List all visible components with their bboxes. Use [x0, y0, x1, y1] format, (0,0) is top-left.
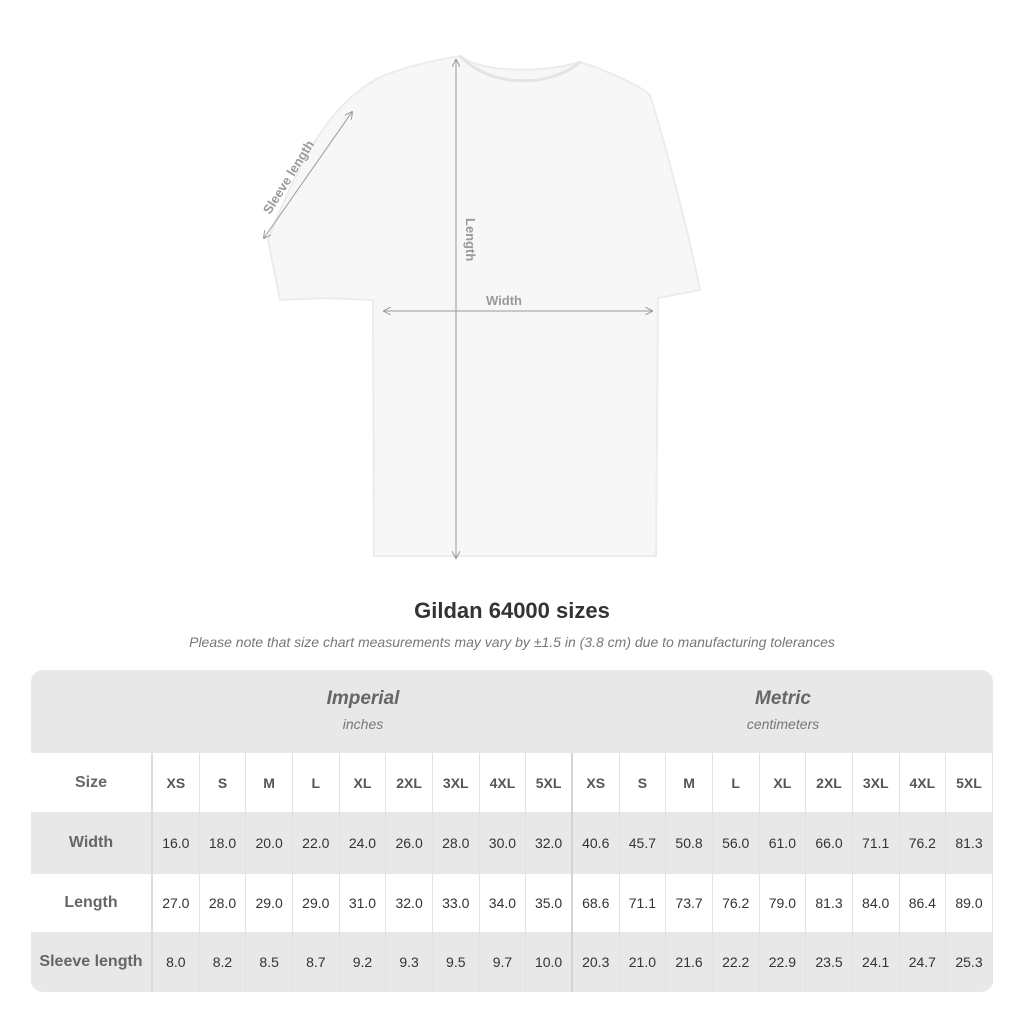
metric-size-header: S	[620, 753, 667, 812]
imperial-value-cell: 26.0	[386, 812, 433, 874]
imperial-value-cell: 8.2	[200, 932, 247, 992]
metric-size-header: M	[666, 753, 713, 812]
metric-value-cell: 73.7	[666, 874, 713, 932]
tshirt-image	[266, 54, 702, 557]
imperial-size-header: 2XL	[386, 753, 433, 812]
imperial-value-cell: 28.0	[433, 812, 480, 874]
imperial-value-cell: 34.0	[480, 874, 527, 932]
metric-size-header: 4XL	[900, 753, 947, 812]
metric-value-cell: 45.7	[620, 812, 667, 874]
row-label: Sleeve length	[31, 932, 153, 992]
row-label: Width	[31, 812, 153, 874]
metric-value-cell: 61.0	[760, 812, 807, 874]
imperial-value-cell: 20.0	[246, 812, 293, 874]
metric-size-header: XS	[573, 753, 620, 812]
row-label: Size	[31, 753, 153, 812]
imperial-value-cell: 18.0	[200, 812, 247, 874]
imperial-size-header: 5XL	[526, 753, 573, 812]
metric-value-cell: 22.2	[713, 932, 760, 992]
table-row-width: Width 16.0 18.0 20.0 22.0 24.0 26.0 28.0 30.0 32.…	[31, 812, 993, 874]
metric-value-cell: 66.0	[806, 812, 853, 874]
metric-value-cell: 86.4	[900, 874, 947, 932]
imperial-value-cell: 9.7	[480, 932, 527, 992]
imperial-value-cell: 33.0	[433, 874, 480, 932]
metric-size-header: XL	[760, 753, 807, 812]
metric-value-cell: 56.0	[713, 812, 760, 874]
imperial-value-cell: 22.0	[293, 812, 340, 874]
sleeve-measure-line	[264, 112, 352, 238]
imperial-size-header: L	[293, 753, 340, 812]
metric-value-cell: 81.3	[946, 812, 993, 874]
metric-unit: centimeters	[746, 716, 820, 732]
imperial-value-cell: 35.0	[526, 874, 573, 932]
metric-value-cell: 81.3	[806, 874, 853, 932]
imperial-value-cell: 8.0	[153, 932, 200, 992]
imperial-size-header: XS	[153, 753, 200, 812]
imperial-value-cell: 29.0	[293, 874, 340, 932]
metric-value-cell: 24.1	[853, 932, 900, 992]
tshirt-diagram: Sleeve length Length Width	[260, 54, 702, 580]
metric-value-cell: 20.3	[573, 932, 620, 992]
metric-value-cell: 79.0	[760, 874, 807, 932]
tolerance-note: Please note that size chart measurements…	[189, 634, 835, 650]
imperial-unit: inches	[342, 716, 384, 732]
imperial-value-cell: 32.0	[386, 874, 433, 932]
metric-value-cell: 21.6	[666, 932, 713, 992]
metric-value-cell: 22.9	[760, 932, 807, 992]
metric-size-header: L	[713, 753, 760, 812]
imperial-value-cell: 16.0	[153, 812, 200, 874]
metric-value-cell: 25.3	[946, 932, 993, 992]
imperial-value-cell: 29.0	[246, 874, 293, 932]
imperial-size-header: S	[200, 753, 247, 812]
metric-value-cell: 89.0	[946, 874, 993, 932]
chart-title: Gildan 64000 sizes	[414, 598, 610, 623]
length-label: Length	[463, 218, 478, 261]
imperial-value-cell: 10.0	[526, 932, 573, 992]
metric-value-cell: 50.8	[666, 812, 713, 874]
imperial-header: Imperial inches	[153, 670, 573, 753]
imperial-value-cell: 9.5	[433, 932, 480, 992]
width-label: Width	[486, 293, 522, 308]
imperial-value-cell: 9.2	[340, 932, 387, 992]
metric-value-cell: 76.2	[900, 812, 947, 874]
table-row-sleeve-length: Sleeve length 8.0 8.2 8.5 8.7 9.2 9.3 9.5 9.7 10.…	[31, 932, 993, 992]
metric-size-header: 5XL	[946, 753, 993, 812]
metric-value-cell: 21.0	[620, 932, 667, 992]
metric-size-header: 3XL	[853, 753, 900, 812]
metric-title: Metric	[755, 688, 811, 709]
imperial-size-header: XL	[340, 753, 387, 812]
imperial-size-header: 4XL	[480, 753, 527, 812]
imperial-value-cell: 31.0	[340, 874, 387, 932]
row-label: Length	[31, 874, 153, 932]
metric-value-cell: 76.2	[713, 874, 760, 932]
metric-value-cell: 68.6	[573, 874, 620, 932]
imperial-value-cell: 24.0	[340, 812, 387, 874]
metric-value-cell: 71.1	[853, 812, 900, 874]
imperial-size-header: M	[246, 753, 293, 812]
imperial-value-cell: 8.7	[293, 932, 340, 992]
table-row-length: Length 27.0 28.0 29.0 29.0 31.0 32.0 33.0 34.0 35…	[31, 874, 993, 932]
size-table: Imperial inches Metric centimeters Size X…	[31, 670, 993, 992]
imperial-value-cell: 28.0	[200, 874, 247, 932]
metric-value-cell: 24.7	[900, 932, 947, 992]
size-header-row: Size XS S M L XL 2XL 3XL 4XL 5XL XS S M L XL 2XL 3XL 4XL 5…	[31, 753, 993, 812]
imperial-value-cell: 30.0	[480, 812, 527, 874]
metric-value-cell: 84.0	[853, 874, 900, 932]
metric-value-cell: 71.1	[620, 874, 667, 932]
metric-value-cell: 40.6	[573, 812, 620, 874]
imperial-value-cell: 32.0	[526, 812, 573, 874]
metric-value-cell: 23.5	[806, 932, 853, 992]
metric-size-header: 2XL	[806, 753, 853, 812]
imperial-size-header: 3XL	[433, 753, 480, 812]
imperial-value-cell: 8.5	[246, 932, 293, 992]
imperial-value-cell: 27.0	[153, 874, 200, 932]
metric-header: Metric centimeters	[573, 670, 993, 753]
imperial-value-cell: 9.3	[386, 932, 433, 992]
imperial-title: Imperial	[326, 688, 400, 709]
